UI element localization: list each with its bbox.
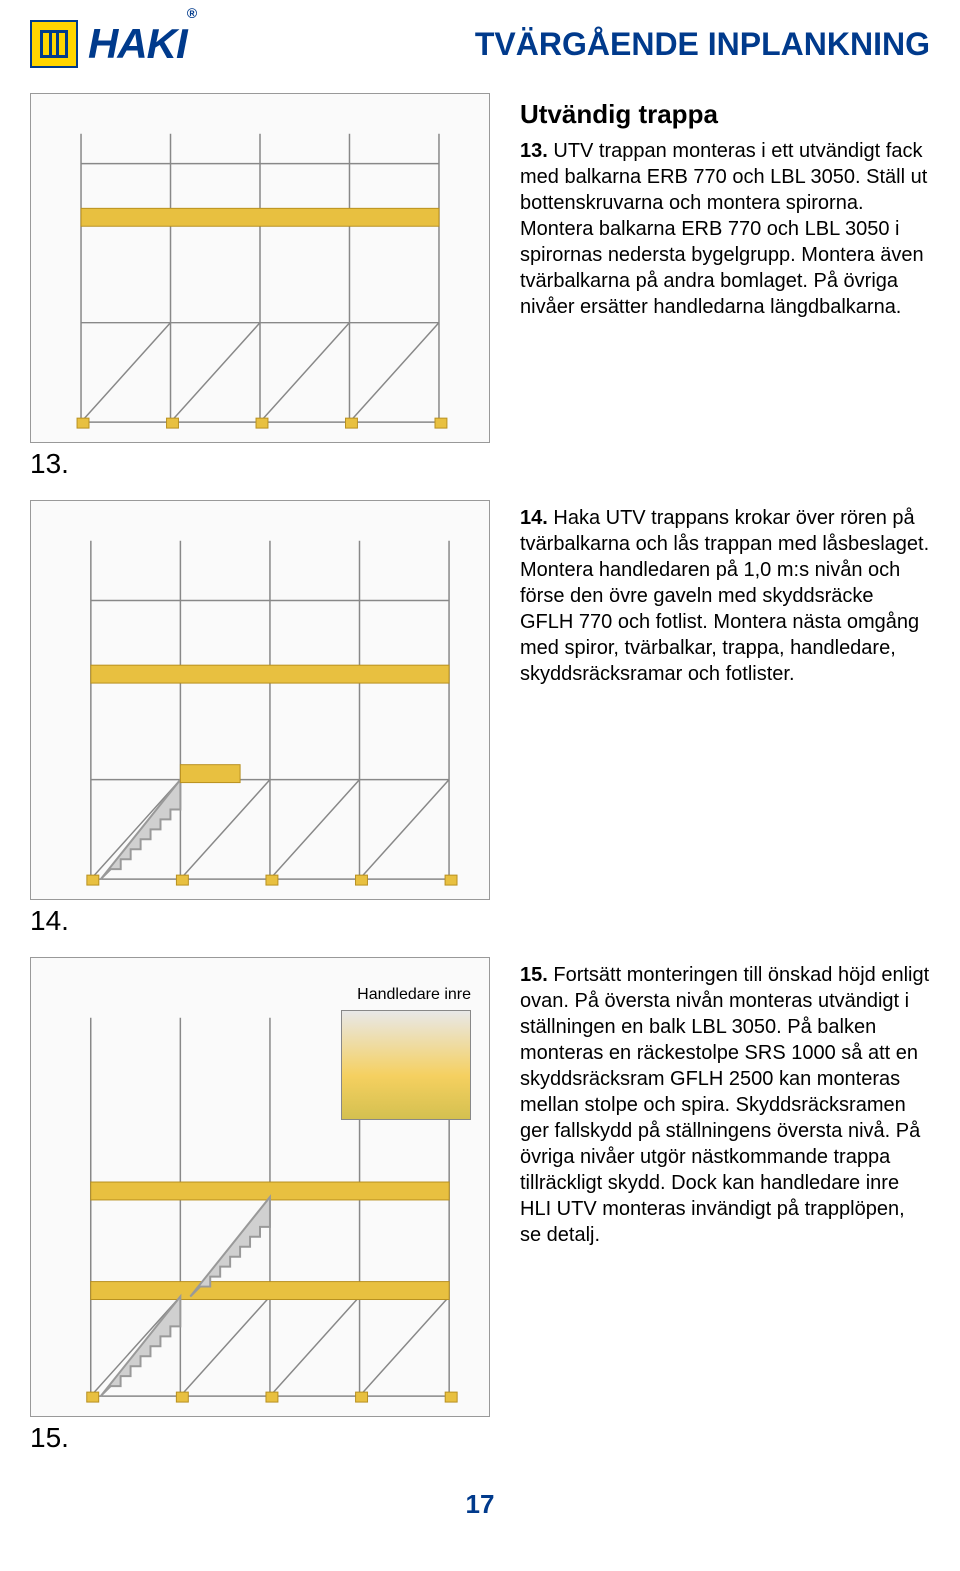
step-15-text: 15. Fortsätt monteringen till önskad höj… bbox=[520, 957, 930, 1454]
figure-13 bbox=[30, 93, 490, 443]
brand-name: HAKI® bbox=[88, 20, 196, 68]
page-number: 17 bbox=[30, 1489, 930, 1520]
detail-callout-icon bbox=[341, 1010, 471, 1120]
logo-mark-icon bbox=[30, 20, 78, 68]
figure-number: 15. bbox=[30, 1422, 490, 1454]
page-title: TVÄRGÅENDE INPLANKNING bbox=[475, 26, 930, 63]
figure-number: 13. bbox=[30, 448, 490, 480]
scaffold-illustration-icon bbox=[31, 501, 489, 899]
step-body: 13. UTV trappan monteras i ett utvändigt… bbox=[520, 138, 930, 320]
figure-15: Handledare inre bbox=[30, 957, 490, 1417]
step-body: 14. Haka UTV trappans krokar över rören … bbox=[520, 505, 930, 687]
page-header: HAKI® TVÄRGÅENDE INPLANKNING bbox=[30, 20, 930, 68]
callout-label: Handledare inre bbox=[357, 986, 471, 1004]
figure-column-15: Handledare inre bbox=[30, 957, 490, 1454]
figure-column-13: 13. bbox=[30, 93, 490, 480]
main-content: 13. Utvändig trappa 13. UTV trappan mont… bbox=[30, 93, 930, 1454]
step-14-text: 14. Haka UTV trappans krokar över rören … bbox=[520, 500, 930, 937]
section-title: Utvändig trappa bbox=[520, 98, 930, 132]
step-body: 15. Fortsätt monteringen till önskad höj… bbox=[520, 962, 930, 1248]
figure-column-14: 14. bbox=[30, 500, 490, 937]
figure-number: 14. bbox=[30, 905, 490, 937]
figure-14 bbox=[30, 500, 490, 900]
brand-logo: HAKI® bbox=[30, 20, 196, 68]
step-13-text: Utvändig trappa 13. UTV trappan monteras… bbox=[520, 93, 930, 480]
scaffold-illustration-icon bbox=[31, 94, 489, 442]
